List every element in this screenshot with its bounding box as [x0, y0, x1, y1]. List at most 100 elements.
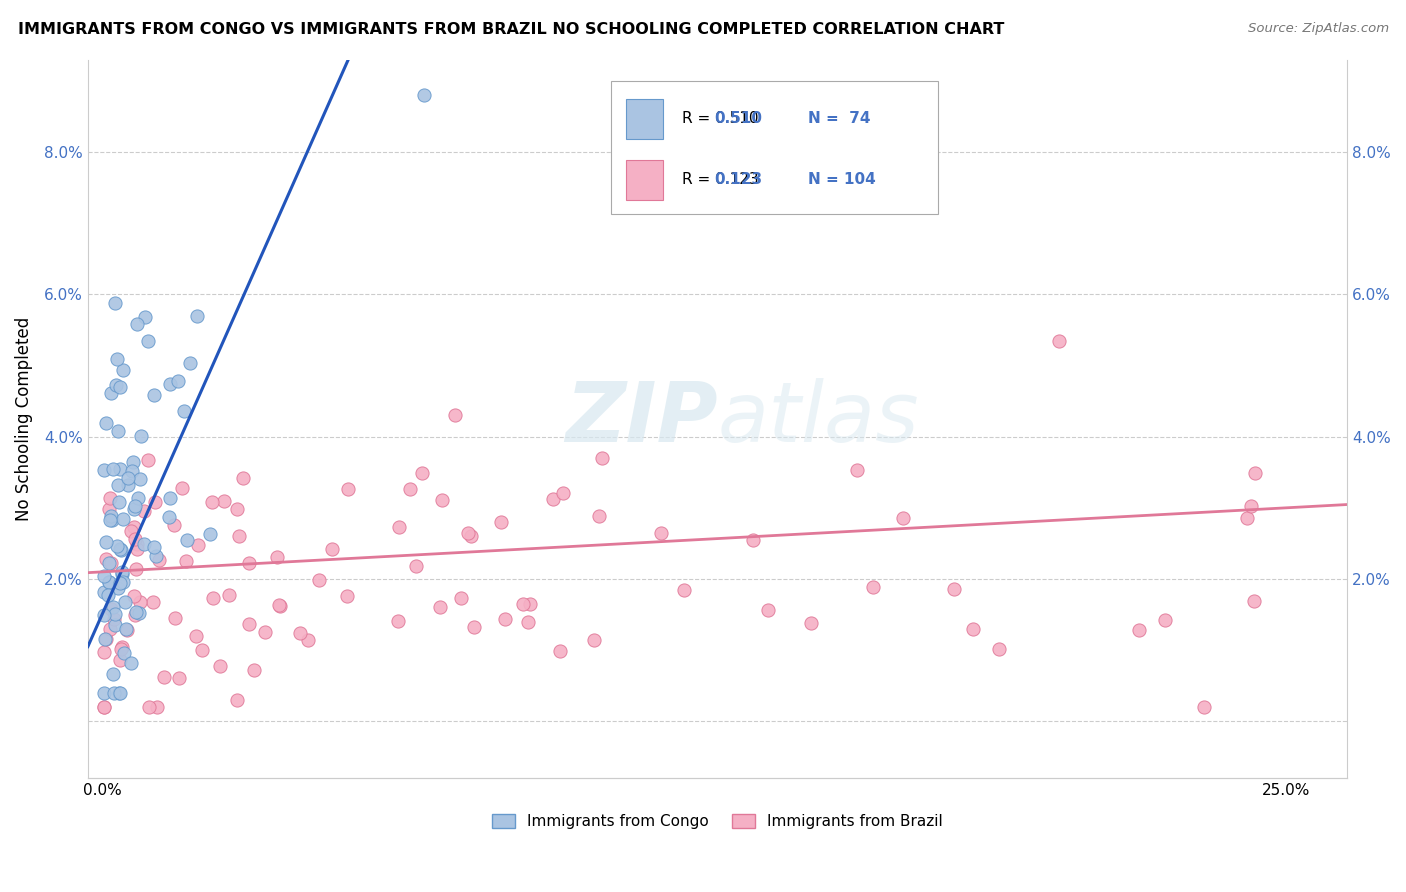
Point [112, 574, 135, 589]
Text: ZIP: ZIP [565, 378, 717, 459]
Point [100, 513, 122, 527]
Point [169, 671, 191, 685]
Point [107, 424, 129, 438]
Point [232, 470, 254, 484]
Point [238, 617, 260, 632]
Text: atlas: atlas [717, 378, 920, 459]
Point [127, 537, 149, 551]
Point [132, 504, 155, 518]
Point [93, 584, 115, 599]
Point [125, 541, 148, 556]
Point [117, 478, 139, 492]
Point [142, 594, 165, 608]
Point [457, 525, 479, 540]
Point [93, 700, 115, 714]
Point [142, 388, 165, 402]
Point [943, 582, 966, 596]
Point [108, 462, 131, 476]
Point [543, 492, 565, 507]
Point [267, 598, 290, 612]
Point [405, 559, 427, 574]
Point [228, 529, 250, 543]
Point [266, 549, 288, 564]
Point [218, 588, 240, 602]
Point [494, 612, 516, 626]
Point [124, 562, 146, 576]
Point [100, 602, 122, 616]
Point [105, 539, 128, 553]
Point [388, 519, 411, 533]
Point [148, 552, 170, 566]
Point [138, 700, 160, 714]
Point [862, 580, 884, 594]
Point [184, 629, 207, 643]
Point [108, 686, 131, 700]
Point [411, 466, 433, 480]
Point [200, 526, 222, 541]
Point [1192, 700, 1215, 714]
Legend: Immigrants from Congo, Immigrants from Brazil: Immigrants from Congo, Immigrants from B… [486, 807, 949, 835]
Text: Source: ZipAtlas.com: Source: ZipAtlas.com [1249, 22, 1389, 36]
Point [101, 600, 124, 615]
Point [110, 543, 132, 558]
Point [120, 524, 142, 538]
Point [987, 641, 1010, 656]
Point [756, 603, 779, 617]
Point [111, 566, 134, 581]
Point [582, 632, 605, 647]
Point [143, 495, 166, 509]
Point [101, 667, 124, 681]
Point [124, 502, 146, 516]
Point [336, 589, 359, 603]
Point [108, 495, 131, 509]
Point [162, 517, 184, 532]
Point [100, 509, 122, 524]
Point [225, 502, 247, 516]
Point [186, 310, 208, 324]
Point [117, 471, 139, 485]
Y-axis label: No Schooling Completed: No Schooling Completed [15, 317, 32, 521]
Point [122, 589, 145, 603]
Point [93, 569, 115, 583]
Point [97, 588, 120, 602]
Point [173, 404, 195, 418]
Point [124, 532, 146, 546]
Point [136, 453, 159, 467]
Point [93, 645, 115, 659]
Point [741, 533, 763, 548]
Point [297, 633, 319, 648]
Point [170, 481, 193, 495]
FancyBboxPatch shape [626, 161, 664, 200]
Point [125, 605, 148, 619]
Point [187, 538, 209, 552]
Point [460, 528, 482, 542]
Point [120, 656, 142, 670]
Point [800, 615, 823, 630]
Point [157, 509, 180, 524]
Point [127, 318, 149, 332]
Text: 0.123: 0.123 [714, 172, 762, 187]
Point [93, 686, 115, 700]
Point [112, 646, 135, 660]
Point [100, 556, 122, 570]
Point [100, 491, 122, 505]
Point [134, 310, 156, 325]
Point [1240, 499, 1263, 513]
Point [159, 376, 181, 391]
Point [136, 334, 159, 348]
Point [673, 582, 696, 597]
Point [94, 551, 117, 566]
Point [104, 618, 127, 632]
Point [413, 88, 436, 103]
Point [321, 542, 343, 557]
Point [551, 485, 574, 500]
Point [97, 556, 120, 570]
Point [114, 594, 136, 608]
Point [110, 641, 132, 656]
Point [336, 482, 359, 496]
Point [104, 295, 127, 310]
Point [112, 363, 135, 377]
Point [1243, 466, 1265, 480]
Point [176, 533, 198, 548]
Point [202, 591, 225, 605]
